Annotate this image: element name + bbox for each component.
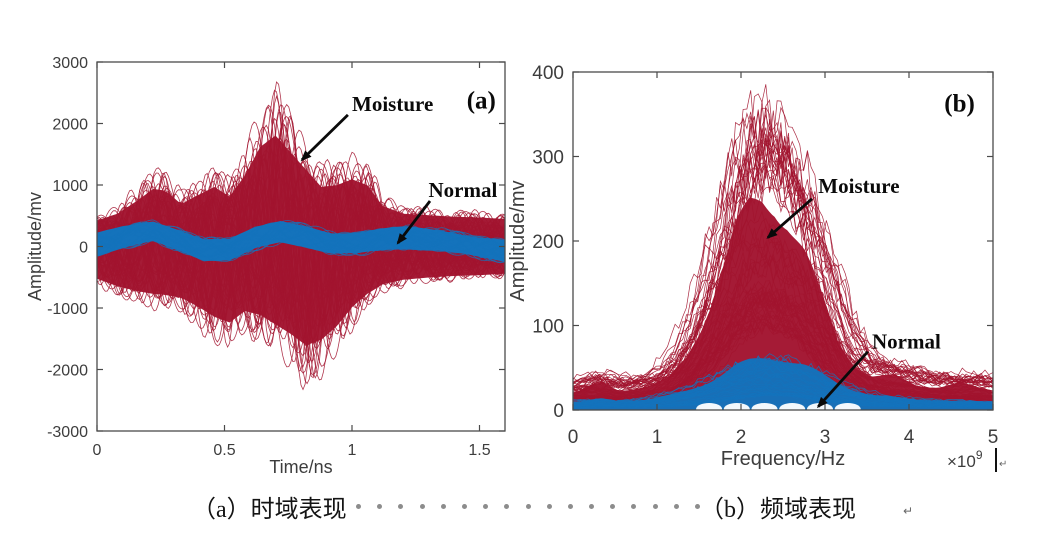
y-tick-label: 100: [532, 316, 564, 337]
annotation-label: Normal: [429, 178, 498, 202]
x-tick-label: 0: [568, 427, 579, 448]
x-axis-label: Time/ns: [269, 457, 332, 477]
axes: 0 0.5 1 1.5 -3000 -2000 -1000 0 1000 2000 3000 Time…: [25, 55, 506, 477]
chart-a: 0 0.5 1 1.5 -3000 -2000 -1000 0 1000 2000 3000 Time…: [25, 55, 506, 477]
y-axis-label: Amplitude/mv: [507, 180, 529, 301]
annotation-normal: Normal: [816, 329, 941, 409]
y-tick-label: 0: [79, 239, 88, 256]
y-tick-label: -2000: [47, 362, 88, 379]
x-axis-label: Frequency/Hz: [721, 448, 846, 470]
panel-label: (b): [944, 91, 975, 118]
x-tick-label: 4: [904, 427, 915, 448]
x-axis-multiplier: ×109: [947, 448, 983, 471]
y-tick-label: -1000: [47, 301, 88, 318]
x-tick-label: 5: [988, 427, 999, 448]
annotation-label: Moisture: [352, 92, 433, 116]
chart-b: 0 1 2 3 4 5 0 100 200 300 400 Frequency/Hz Amplitude…: [507, 63, 998, 471]
panel-label: (a): [467, 88, 496, 115]
y-axis-label: Amplitude/mv: [25, 192, 45, 301]
x-tick-label: 1.5: [468, 442, 490, 459]
x-tick-label: 0.5: [213, 442, 235, 459]
baseline-white-arcs: [696, 403, 861, 415]
return-mark-axis: ↵: [999, 459, 1008, 470]
y-tick-label: 2000: [52, 116, 88, 133]
y-tick-label: 1000: [52, 178, 88, 195]
axes: 0 1 2 3 4 5 0 100 200 300 400 Frequency/Hz Amplitude…: [507, 63, 998, 471]
y-tick-label: 400: [532, 63, 564, 84]
normal-traces: [96, 219, 506, 264]
normal-traces: [572, 353, 993, 410]
y-tick-label: 3000: [52, 55, 88, 72]
annotation-label: Normal: [872, 329, 941, 353]
y-tick-label: 300: [532, 147, 564, 168]
x-tick-label: 1: [348, 442, 357, 459]
annotation-moisture: Moisture: [300, 92, 433, 162]
text-cursor: [995, 448, 997, 472]
x-tick-label: 0: [93, 442, 102, 459]
y-tick-label: -3000: [47, 424, 88, 441]
x-tick-label: 3: [820, 427, 831, 448]
annotation-normal: Normal: [396, 178, 498, 245]
annotation-label: Moisture: [818, 174, 899, 198]
y-tick-label: 200: [532, 232, 564, 253]
x-tick-label: 1: [652, 427, 663, 448]
y-tick-label: 0: [553, 401, 564, 422]
x-tick-label: 2: [736, 427, 747, 448]
annotation-moisture: Moisture: [766, 174, 900, 239]
